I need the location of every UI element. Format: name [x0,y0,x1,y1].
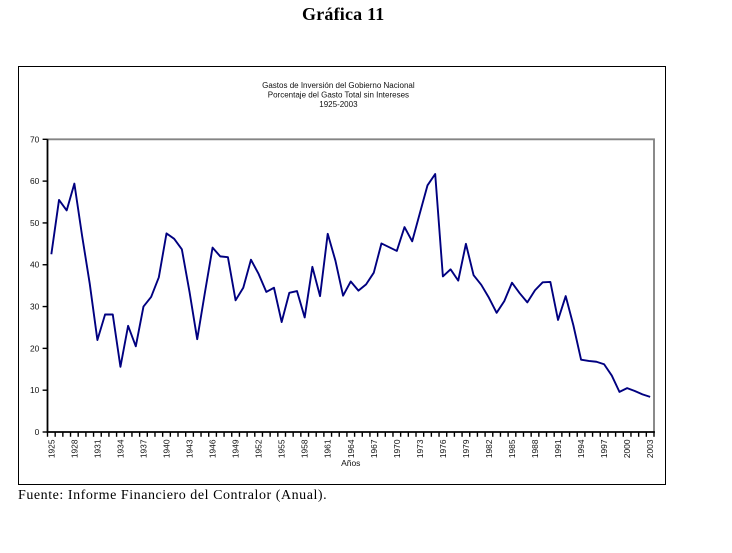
svg-text:1952: 1952 [254,439,264,458]
svg-text:Gastos de Inversión del Gobier: Gastos de Inversión del Gobierno Naciona… [262,81,415,90]
svg-text:1961: 1961 [323,439,333,458]
svg-text:1985: 1985 [507,439,517,458]
svg-text:1997: 1997 [599,439,609,458]
svg-text:Años: Años [341,458,360,468]
svg-text:1988: 1988 [530,439,540,458]
svg-text:1925-2003: 1925-2003 [319,100,358,109]
svg-text:1925: 1925 [46,439,56,458]
svg-text:1958: 1958 [300,439,310,458]
svg-text:1964: 1964 [346,439,356,458]
svg-text:1967: 1967 [369,439,379,458]
svg-text:2000: 2000 [622,439,632,458]
svg-text:1940: 1940 [162,439,172,458]
svg-text:1982: 1982 [484,439,494,458]
svg-text:1973: 1973 [415,439,425,458]
svg-text:Porcentaje del Gasto Total sin: Porcentaje del Gasto Total sin Intereses [268,91,409,100]
svg-text:1946: 1946 [208,439,218,458]
svg-text:50: 50 [30,218,40,228]
svg-text:2003: 2003 [645,439,655,458]
svg-text:1934: 1934 [115,439,125,458]
svg-text:40: 40 [30,260,40,270]
svg-text:1970: 1970 [392,439,402,458]
svg-text:70: 70 [30,134,40,144]
svg-text:30: 30 [30,302,40,312]
svg-text:1931: 1931 [92,439,102,458]
svg-text:1949: 1949 [231,439,241,458]
svg-text:0: 0 [35,427,40,437]
svg-text:1994: 1994 [576,439,586,458]
svg-text:10: 10 [30,385,40,395]
svg-text:1991: 1991 [553,439,563,458]
svg-text:20: 20 [30,343,40,353]
svg-text:1979: 1979 [461,439,471,458]
svg-text:1955: 1955 [277,439,287,458]
svg-text:1943: 1943 [185,439,195,458]
svg-text:1976: 1976 [438,439,448,458]
svg-text:60: 60 [30,176,40,186]
svg-text:1937: 1937 [138,439,148,458]
svg-text:1928: 1928 [69,439,79,458]
